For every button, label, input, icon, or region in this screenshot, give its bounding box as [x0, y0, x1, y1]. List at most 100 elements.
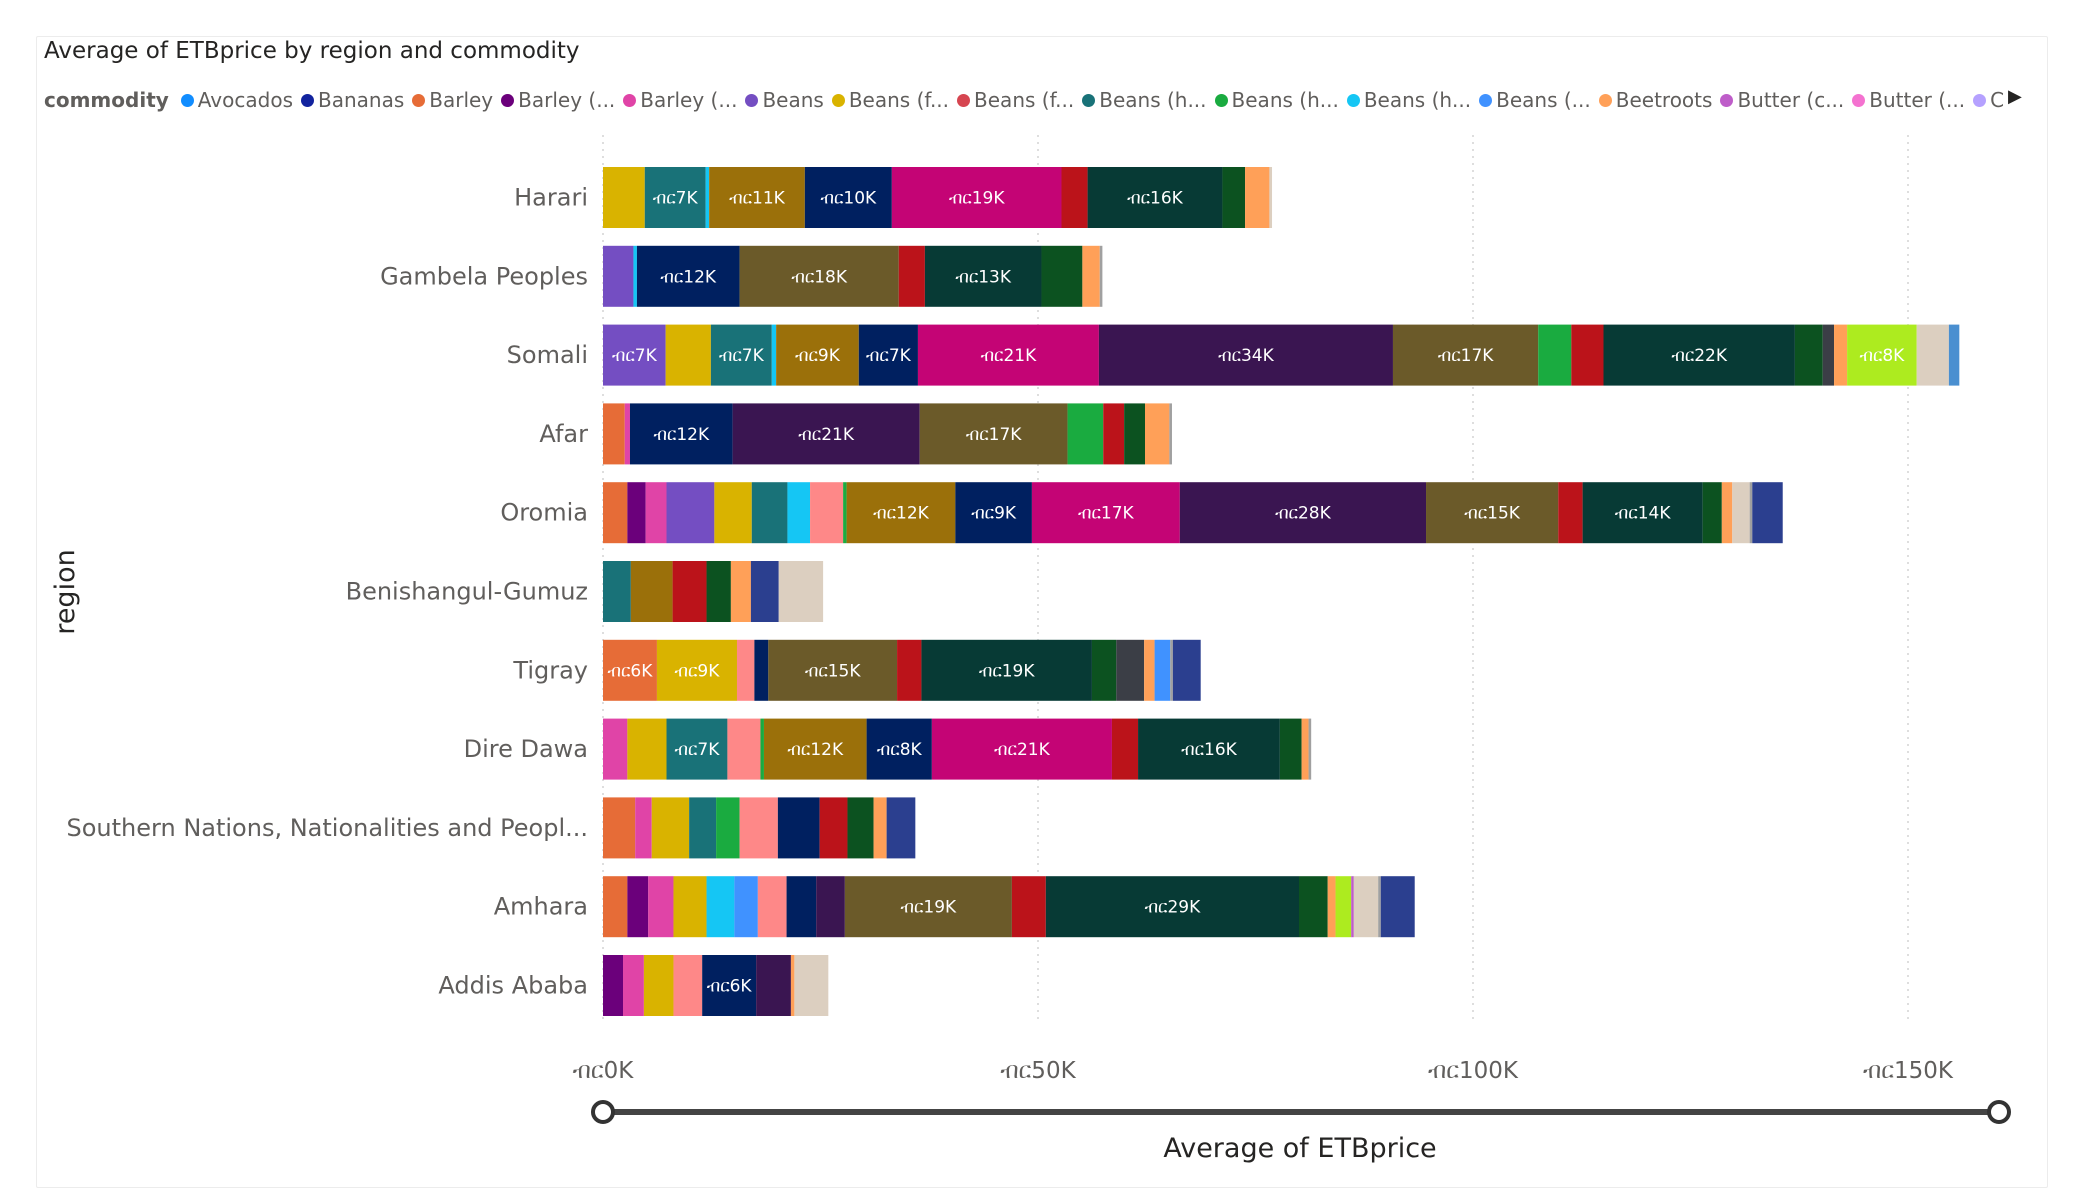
category-label: Gambela Peoples [380, 262, 588, 290]
bar-segment [776, 324, 859, 386]
bar-segment [603, 482, 628, 544]
legend-item-label: Barley (... [640, 88, 738, 112]
bar-segment [1571, 324, 1604, 386]
legend-swatch [1082, 93, 1096, 107]
zoom-slider-end-handle[interactable] [1987, 1100, 2011, 1124]
data-label: ብር22K [1671, 346, 1728, 366]
bar-segment [1426, 482, 1559, 544]
bar-segment [1269, 167, 1273, 228]
data-label: ብር16K [1127, 189, 1184, 209]
legend-swatch [1720, 93, 1734, 107]
bar-segment [636, 245, 740, 307]
bar-segment [858, 324, 918, 386]
bar-segment [633, 245, 637, 307]
bar-segment [689, 797, 717, 859]
legend-item-label: Bananas [317, 88, 405, 112]
bar-segment [1172, 639, 1201, 701]
y-axis-title: region [50, 549, 81, 634]
bar-segment [1603, 324, 1795, 386]
bar-segment [603, 561, 631, 622]
bar-segment [1582, 482, 1703, 544]
bar-segment [1103, 403, 1125, 465]
bar-segment [1822, 324, 1835, 386]
bar-segment [714, 482, 752, 544]
legend-swatch [300, 93, 314, 107]
bar-segment [771, 324, 777, 386]
legend-next-page-icon[interactable]: ▶ [2008, 86, 2022, 107]
data-label: ብር6K [707, 977, 753, 997]
bar-segment [1279, 718, 1302, 780]
bar-segment [790, 955, 795, 1016]
bar-segment [1011, 876, 1046, 938]
bar-segment [739, 245, 899, 307]
bar-segment [630, 561, 673, 622]
legend-item[interactable]: Beans (f... [831, 88, 949, 112]
legend-item[interactable]: Barley (... [623, 88, 737, 112]
bar-segment [1301, 718, 1309, 780]
legend-item[interactable]: Beetroots [1598, 88, 1712, 112]
bar-segment [627, 718, 667, 780]
bar-segment [760, 718, 764, 780]
data-label: ብር15K [1464, 504, 1521, 524]
bar-segment [866, 718, 932, 780]
x-tick-label: ብር0K [573, 1058, 635, 1084]
bar-segment [756, 955, 791, 1016]
data-label: ብር18K [791, 267, 848, 287]
bar-segment [666, 482, 715, 544]
bar-segment [763, 718, 867, 780]
legend-swatch [412, 93, 426, 107]
legend-item[interactable]: Barley [412, 88, 493, 112]
data-label: ብር21K [981, 346, 1038, 366]
category-label: Tigray [512, 656, 588, 684]
legend-item[interactable]: Butter (c... [1720, 88, 1844, 112]
bar-segment [736, 639, 755, 701]
bar-segment [666, 718, 728, 780]
bar-segment [898, 245, 925, 307]
legend-item[interactable]: Butter (... [1852, 88, 1965, 112]
bar-segment [705, 167, 710, 228]
bar-segment [777, 797, 820, 859]
data-label: ብር7K [675, 740, 721, 760]
legend-item[interactable]: Beans (... [1479, 88, 1591, 112]
category-label: Dire Dawa [464, 735, 588, 763]
legend-item[interactable]: Beans (h... [1082, 88, 1207, 112]
bar-segment [673, 955, 703, 1016]
bar-segment [891, 167, 1062, 228]
legend-item-label: Avocados [197, 88, 293, 112]
bar-segment [786, 876, 817, 938]
bar-segment [648, 876, 674, 938]
legend-item-label: Beans [762, 88, 824, 112]
bar-segment [1916, 324, 1949, 386]
data-label: ብር17K [1438, 346, 1495, 366]
legend-item[interactable]: Beans (h... [1346, 88, 1471, 112]
bar-segment [603, 639, 657, 701]
legend-item[interactable]: Cabbage [1973, 88, 2004, 112]
legend-item[interactable]: Beans (h... [1214, 88, 1339, 112]
bar-segment [739, 797, 778, 859]
legend-item[interactable]: Avocados [180, 88, 293, 112]
legend-item[interactable]: Beans (f... [957, 88, 1074, 112]
bar-segment [768, 639, 898, 701]
bar-segment [1948, 324, 1960, 386]
bar-segment [603, 797, 636, 859]
bar-segment [1732, 482, 1750, 544]
legend-swatch [1214, 93, 1228, 107]
bar-segment [1061, 167, 1088, 228]
data-label: ብር12K [873, 504, 930, 524]
data-label: ብር8K [1859, 346, 1905, 366]
bar-segment [897, 639, 922, 701]
legend-swatch [180, 93, 194, 107]
bar-segment [1067, 403, 1104, 465]
data-label: ብር7K [719, 346, 765, 366]
zoom-slider-start-handle[interactable] [591, 1100, 615, 1124]
bar-segment [1245, 167, 1270, 228]
legend-item[interactable]: Bananas [300, 88, 405, 112]
legend-swatch [1479, 93, 1493, 107]
legend-item-label: Butter (c... [1737, 88, 1845, 112]
bar-segment [1380, 876, 1415, 938]
bar-segment [727, 718, 761, 780]
legend-item-label: Beans (h... [1231, 88, 1339, 112]
legend-item[interactable]: Barley (... [501, 88, 615, 112]
legend-item[interactable]: Beans [745, 88, 824, 112]
bar-segment [1145, 403, 1170, 465]
